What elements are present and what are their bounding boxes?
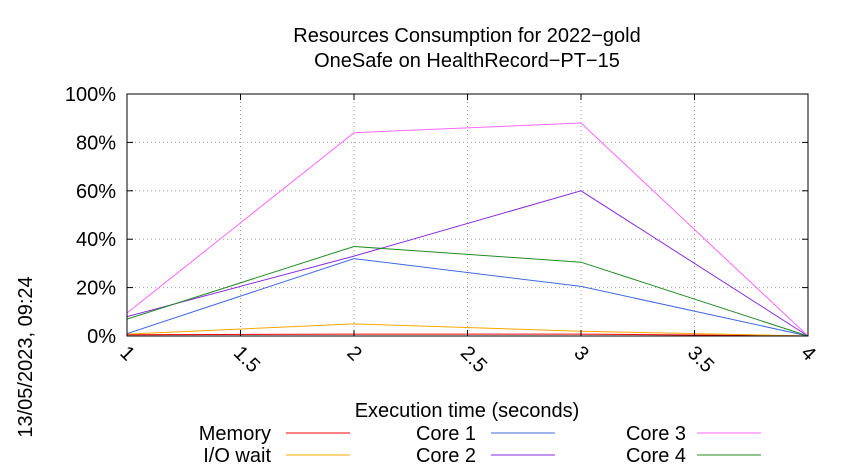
legend-label: Memory (199, 423, 271, 445)
y-tick-label: 100% (65, 84, 116, 106)
x-tick-label: 4 (796, 342, 819, 365)
x-tick-label: 2 (342, 342, 365, 365)
legend-label: Core 1 (416, 423, 476, 445)
series-line (126, 245, 809, 337)
grid (127, 94, 808, 336)
chart-subtitle: OneSafe on HealthRecord−PT−15 (314, 50, 620, 72)
legend-label: Core 4 (626, 445, 686, 467)
chart-title: Resources Consumption for 2022−gold (293, 25, 640, 47)
x-tick-label: 3 (569, 342, 592, 365)
x-tick-label: 1.5 (229, 342, 264, 377)
y-tick-label: 80% (76, 132, 116, 154)
legend-label: Core 2 (416, 445, 476, 467)
x-axis-label: Execution time (seconds) (355, 400, 580, 422)
legend-label: Core 3 (626, 423, 686, 445)
x-tick-label: 1 (115, 342, 138, 365)
side-timestamp: 13/05/2023, 09:24 (15, 276, 37, 437)
y-tick-label: 60% (76, 181, 116, 203)
series-line (126, 258, 809, 337)
x-tick-label: 2.5 (456, 342, 491, 377)
y-tick-label: 0% (87, 326, 116, 348)
y-tick-label: 40% (76, 229, 116, 251)
y-tick-label: 20% (76, 278, 116, 300)
x-tick-label: 3.5 (683, 342, 718, 377)
legend-label: I/O wait (203, 445, 271, 467)
series-line (126, 122, 809, 337)
series-line (126, 190, 809, 337)
